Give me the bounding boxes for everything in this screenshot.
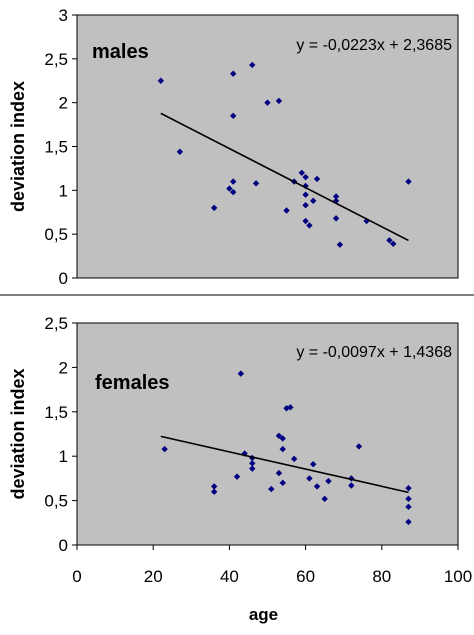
data-point <box>233 473 241 480</box>
data-point <box>283 207 290 214</box>
data-point <box>275 97 283 105</box>
data-point <box>290 455 298 463</box>
data-point <box>279 479 286 487</box>
females-trendline <box>160 435 409 494</box>
x-tick-label: 40 <box>220 567 239 586</box>
females-regression-equation: y = -0,0097x + 1,4368 <box>296 344 452 361</box>
data-point <box>230 188 237 196</box>
data-point <box>390 240 397 248</box>
data-point <box>226 185 233 192</box>
females-plot-area <box>76 322 459 546</box>
data-point <box>405 178 412 185</box>
y-tick-label: 0,5 <box>44 492 68 511</box>
data-point <box>386 237 393 244</box>
data-point <box>313 483 321 490</box>
y-tick-label: 2 <box>59 94 68 113</box>
y-tick-label: 0,5 <box>44 225 68 244</box>
data-point <box>249 460 256 467</box>
data-point <box>287 404 294 411</box>
data-point <box>279 445 286 453</box>
y-tick-label: 2,5 <box>44 314 68 333</box>
males-trendline <box>160 112 409 242</box>
data-point <box>176 148 184 155</box>
data-point <box>249 61 256 69</box>
data-point <box>363 217 370 225</box>
y-tick-label: 3 <box>59 6 68 25</box>
data-point <box>210 488 218 495</box>
data-point <box>210 483 218 490</box>
males-panel-title: males <box>92 41 149 63</box>
males-panel: 0 0,5 1 1,5 2 2,5 3 males y = -0,0223x + 2,368… <box>8 6 459 288</box>
y-tick-label: 1 <box>59 181 68 200</box>
data-point <box>279 435 286 442</box>
data-point <box>310 460 317 468</box>
females-panel-title: females <box>95 372 170 394</box>
data-point <box>355 443 363 450</box>
data-point <box>405 495 412 503</box>
males-points <box>157 61 412 248</box>
data-point <box>310 197 317 205</box>
data-point <box>306 475 313 482</box>
data-point <box>230 112 237 120</box>
data-point <box>268 485 275 493</box>
x-tick-label: 80 <box>372 567 391 586</box>
data-point <box>405 484 412 492</box>
data-point <box>230 70 237 77</box>
data-point <box>161 445 168 453</box>
data-point <box>332 215 340 222</box>
y-tick-label: 1,5 <box>44 403 68 422</box>
data-point <box>302 202 309 209</box>
x-tick-label: 100 <box>444 567 472 586</box>
x-axis-label-age: age <box>249 605 278 624</box>
data-point <box>405 503 412 511</box>
males-regression-equation: y = -0,0223x + 2,3685 <box>296 37 452 54</box>
data-point <box>302 191 309 198</box>
data-point <box>298 169 305 176</box>
data-point <box>321 495 328 503</box>
y-tick-label: 0 <box>59 269 68 288</box>
x-tick-label: 20 <box>144 567 163 586</box>
data-point <box>210 204 218 212</box>
data-point <box>230 178 237 185</box>
x-tick-label: 60 <box>296 567 315 586</box>
females-points <box>161 370 412 526</box>
data-point <box>302 173 309 181</box>
males-y-ticks: 0 0,5 1 1,5 2 2,5 3 <box>44 6 77 288</box>
y-tick-label: 2 <box>59 358 68 377</box>
data-point <box>302 217 309 225</box>
y-tick-label: 1,5 <box>44 138 68 157</box>
data-point <box>252 180 260 187</box>
data-point <box>306 222 313 229</box>
females-panel: 0 0,5 1 1,5 2 2,5 0 20 40 60 80 100 females y = -0… <box>8 314 472 624</box>
females-y-axis-label: deviation index <box>8 368 28 499</box>
data-point <box>249 465 256 472</box>
data-point <box>336 241 344 248</box>
data-point <box>275 432 283 439</box>
data-point <box>264 99 271 106</box>
males-y-axis-label: deviation index <box>8 81 28 212</box>
data-point <box>237 370 245 377</box>
y-tick-label: 1 <box>59 447 68 466</box>
data-point <box>405 518 412 526</box>
data-point <box>313 175 321 183</box>
females-y-ticks: 0 0,5 1 1,5 2 2,5 <box>44 314 77 555</box>
y-tick-label: 0 <box>59 536 68 555</box>
y-tick-label: 2,5 <box>44 50 68 69</box>
data-point <box>325 477 332 485</box>
data-point <box>275 469 283 477</box>
females-x-ticks: 0 20 40 60 80 100 <box>72 545 472 586</box>
data-point <box>332 193 340 200</box>
data-point <box>348 482 355 489</box>
data-point <box>157 77 165 84</box>
x-tick-label: 0 <box>72 567 81 586</box>
